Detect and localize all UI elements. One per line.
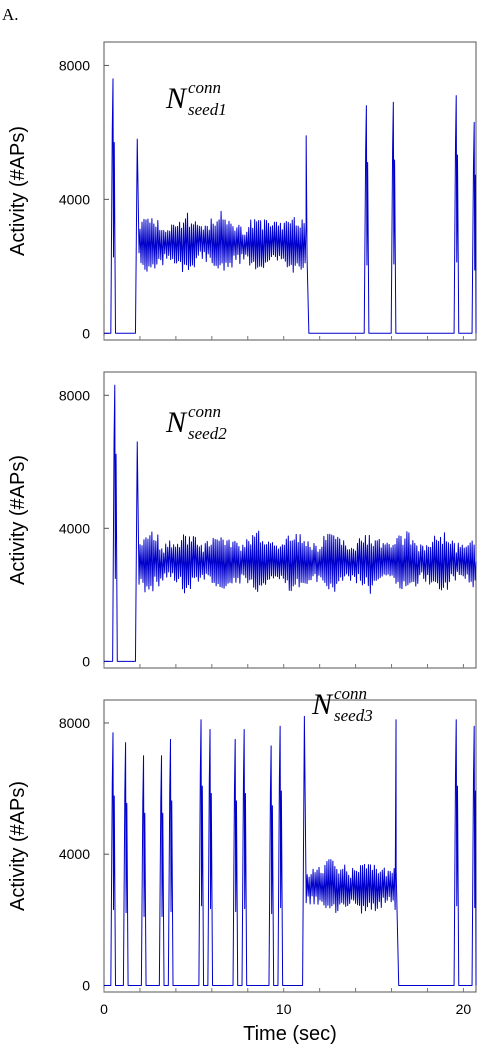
annotation-superscript: conn — [188, 402, 221, 421]
y-axis-label: Activity (#APs) — [7, 126, 29, 256]
y-tick-label: 4000 — [59, 846, 90, 862]
annotation-superscript: conn — [188, 78, 221, 97]
y-axis-label: Activity (#APs) — [7, 781, 29, 911]
plot-frame — [103, 41, 477, 341]
annotation-superscript: conn — [334, 684, 367, 703]
x-tick-label: 0 — [100, 1001, 108, 1017]
activity-trace — [104, 78, 477, 334]
panel-label: A. — [2, 5, 19, 24]
chart-panel-1: 0 4000 8000 Activity (#APs) N conn seed1 — [7, 41, 477, 341]
chart-panel-3: 0 4000 8000 0 10 20 Activity (#APs) Time (sec) N… — [7, 684, 477, 1045]
annotation-symbol: N — [311, 688, 334, 721]
activity-trace — [104, 715, 477, 986]
y-tick-label: 4000 — [59, 191, 90, 207]
annotation-subscript: seed2 — [188, 424, 227, 443]
y-tick-label: 4000 — [59, 520, 90, 536]
y-tick-label: 8000 — [59, 387, 90, 403]
annotation-subscript: seed3 — [334, 706, 373, 725]
annotation-subscript: seed1 — [188, 100, 227, 119]
chart-panels: 0 4000 8000 Activity (#APs) N conn seed1 0 4000 8… — [7, 41, 477, 1045]
y-tick-label: 8000 — [59, 715, 90, 731]
chart-panel-2: 0 4000 8000 Activity (#APs) N conn seed2 — [7, 371, 477, 669]
x-tick-label: 20 — [456, 1001, 472, 1017]
y-axis-label: Activity (#APs) — [7, 455, 29, 585]
plot-frame — [103, 371, 477, 669]
activity-trace — [104, 384, 477, 662]
y-tick-label: 0 — [82, 653, 90, 669]
y-tick-label: 0 — [82, 977, 90, 993]
annotation-symbol: N — [165, 82, 188, 115]
x-tick-label: 10 — [276, 1001, 292, 1017]
annotation-symbol: N — [165, 406, 188, 439]
y-tick-label: 0 — [82, 325, 90, 341]
y-tick-label: 8000 — [59, 57, 90, 73]
x-axis-label: Time (sec) — [243, 1023, 337, 1045]
